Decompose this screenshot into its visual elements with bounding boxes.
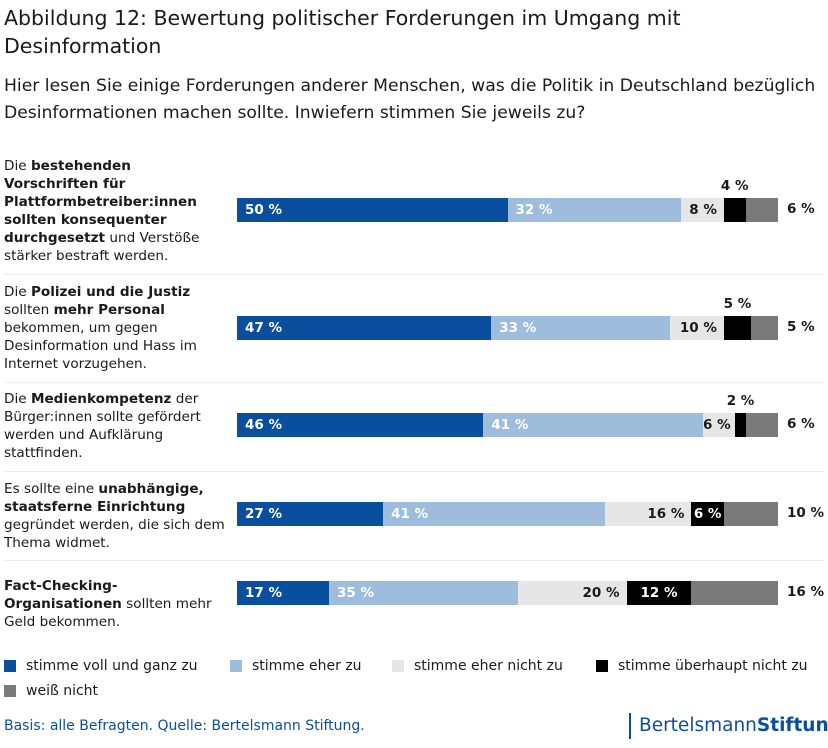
legend-label: stimme überhaupt nicht zu [618, 658, 808, 674]
row-label-part: und Verstöße stärker bestraft werden. [4, 230, 200, 264]
bar-segment-3: 10 % [669, 316, 724, 340]
row-label-part: Polizei und die Justiz [30, 284, 191, 300]
bar-segment-5 [750, 316, 778, 340]
legend-swatch [230, 660, 242, 672]
bar-segment-1: 47 % [237, 316, 492, 340]
row-label-part: der Bürger:innen sollte gefördert werden… [4, 391, 201, 461]
bar-segment-2: 41 % [483, 413, 703, 437]
data-label-outside: 6 % [787, 416, 815, 432]
row-separator [4, 382, 824, 383]
data-label-above: 2 % [726, 393, 755, 409]
row-label-part: Fact-Checking-Organisationen [4, 578, 122, 612]
row-separator [4, 471, 824, 472]
data-label-above: 5 % [723, 296, 752, 312]
legend-swatch [4, 660, 16, 672]
legend-label: weiß nicht [26, 683, 99, 699]
bar-segment-1: 50 % [237, 198, 508, 222]
row-label-part: bekommen, um gegen Desinformation und Ha… [4, 320, 197, 372]
bar-segment-4: 6 % [691, 502, 724, 526]
bar-segment-5 [691, 581, 778, 605]
legend-label: stimme eher zu [252, 658, 362, 674]
legend-label: stimme eher nicht zu [414, 658, 563, 674]
data-label-outside: 6 % [787, 201, 815, 217]
bar-segment-4: 12 % [626, 581, 692, 605]
bar-segment-4 [735, 413, 746, 437]
legend-swatch [596, 660, 608, 672]
legend-item: stimme überhaupt nicht zu [596, 658, 808, 674]
source-note: Basis: alle Befragten. Quelle: Bertelsma… [4, 718, 365, 734]
row-label-part: sollten [4, 302, 54, 318]
row-label: Die Polizei und die Justiz sollten mehr … [4, 283, 229, 373]
bar-segment-5 [723, 502, 778, 526]
data-label-outside: 5 % [787, 319, 815, 335]
bar-segment-5 [745, 413, 778, 437]
legend-swatch [4, 685, 16, 697]
legend-swatch [392, 660, 404, 672]
row-label: Fact-Checking-Organisationen sollten meh… [4, 577, 229, 631]
row-label-part: sollten mehr Geld bekommen. [4, 596, 212, 630]
bar-segment-2: 33 % [491, 316, 670, 340]
bar-segment-4 [723, 198, 746, 222]
bar-segment-2: 41 % [383, 502, 605, 526]
row-label-part: Medienkompetenz [30, 391, 172, 407]
bar-segment-5 [745, 198, 778, 222]
row-separator [4, 274, 824, 275]
row-separator [4, 560, 824, 561]
chart-subtitle: Hier lesen Sie einige Forderungen andere… [4, 76, 816, 123]
row-label-part: bestehenden Vorschriften für Plattformbe… [4, 158, 197, 246]
chart-title: Abbildung 12: Bewertung politischer Ford… [4, 6, 681, 58]
row-label: Die Medienkompetenz der Bürger:innen sol… [4, 390, 229, 462]
bar-segment-2: 32 % [507, 198, 681, 222]
brand-part1: Bertelsmann [639, 715, 757, 736]
bar-segment-4 [723, 316, 751, 340]
bar-segment-2: 35 % [328, 581, 519, 605]
data-label-outside: 16 % [787, 584, 825, 600]
data-label-above: 4 % [720, 178, 749, 194]
bar-segment-1: 46 % [237, 413, 484, 437]
row-label: Die bestehenden Vorschriften für Plattfo… [4, 157, 229, 265]
bar-segment-3: 6 % [703, 413, 736, 437]
row-label-part: Die [4, 158, 31, 174]
legend-label: stimme voll und ganz zu [26, 658, 198, 674]
row-label-part: Die [4, 284, 31, 300]
legend-item: stimme eher nicht zu [392, 658, 563, 674]
row-label-part: mehr Personal [53, 302, 165, 318]
bar-segment-1: 27 % [237, 502, 384, 526]
row-label-part: Es sollte eine [4, 481, 99, 497]
row-label: Es sollte eine unabhängige, staatsferne … [4, 480, 229, 552]
bar-segment-3: 8 % [680, 198, 724, 222]
bar-segment-3: 20 % [518, 581, 627, 605]
row-label-part: gegründet werden, die sich dem Thema wid… [4, 517, 225, 551]
data-label-outside: 10 % [787, 505, 825, 521]
bar-segment-1: 17 % [237, 581, 329, 605]
bar-segment-3: 16 % [604, 502, 692, 526]
legend-item: stimme eher zu [230, 658, 362, 674]
legend-item: stimme voll und ganz zu [4, 658, 198, 674]
row-label-part: Die [4, 391, 31, 407]
brand-part2: Stiftung [756, 715, 828, 736]
legend-item: weiß nicht [4, 683, 98, 699]
row-label-part: unabhängige, staatsferne Einrichtung [4, 481, 204, 515]
